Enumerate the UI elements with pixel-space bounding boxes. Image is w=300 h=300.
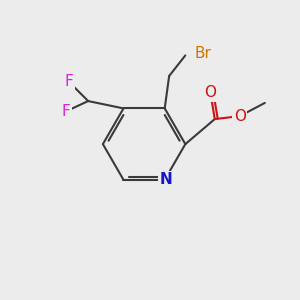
Text: O: O: [204, 85, 216, 100]
Text: N: N: [160, 172, 172, 187]
Text: Br: Br: [194, 46, 211, 62]
Text: F: F: [62, 104, 70, 119]
Text: F: F: [65, 74, 74, 89]
Text: O: O: [234, 109, 246, 124]
